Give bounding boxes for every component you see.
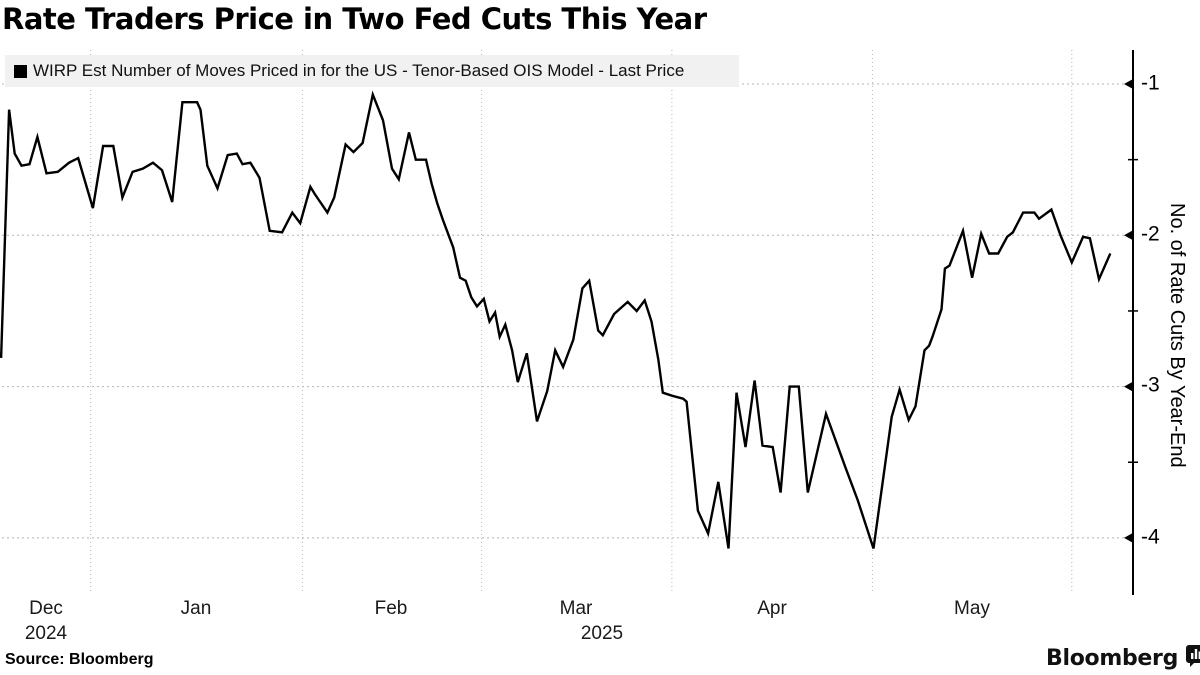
bloomberg-chart-bubble-icon [1185,644,1200,672]
legend-series-label: WIRP Est Number of Moves Priced in for t… [33,61,685,80]
x-tick-label-may: May [954,598,990,619]
bloomberg-wordmark: Bloomberg [1046,645,1179,671]
x-tick-label-apr: Apr [757,598,787,619]
x-tick-label-feb: Feb [374,598,408,619]
x-tick-label-mar: Mar [559,598,593,619]
source-attribution: Source: Bloomberg [5,651,154,668]
x-tick-label-dec: Dec [29,598,63,619]
y-tick-label-2: -2 [1141,222,1160,246]
legend: WIRP Est Number of Moves Priced in for t… [5,55,739,87]
x-tick-label-jan: Jan [180,598,212,619]
legend-swatch-icon [14,64,27,78]
chart-title: Rate Traders Price in Two Fed Cuts This … [2,2,707,36]
bloomberg-logo: Bloomberg [1046,644,1200,672]
y-tick-label-1: -1 [1141,71,1160,95]
y-tick-label-4: -4 [1141,525,1160,549]
y-tick-label-3: -3 [1141,373,1160,397]
x-tick-year-2024: 2024 [24,623,68,644]
y-axis-title: No. of Rate Cuts By Year-End [1166,202,1188,468]
x-tick-year-2025: 2025 [580,623,624,644]
